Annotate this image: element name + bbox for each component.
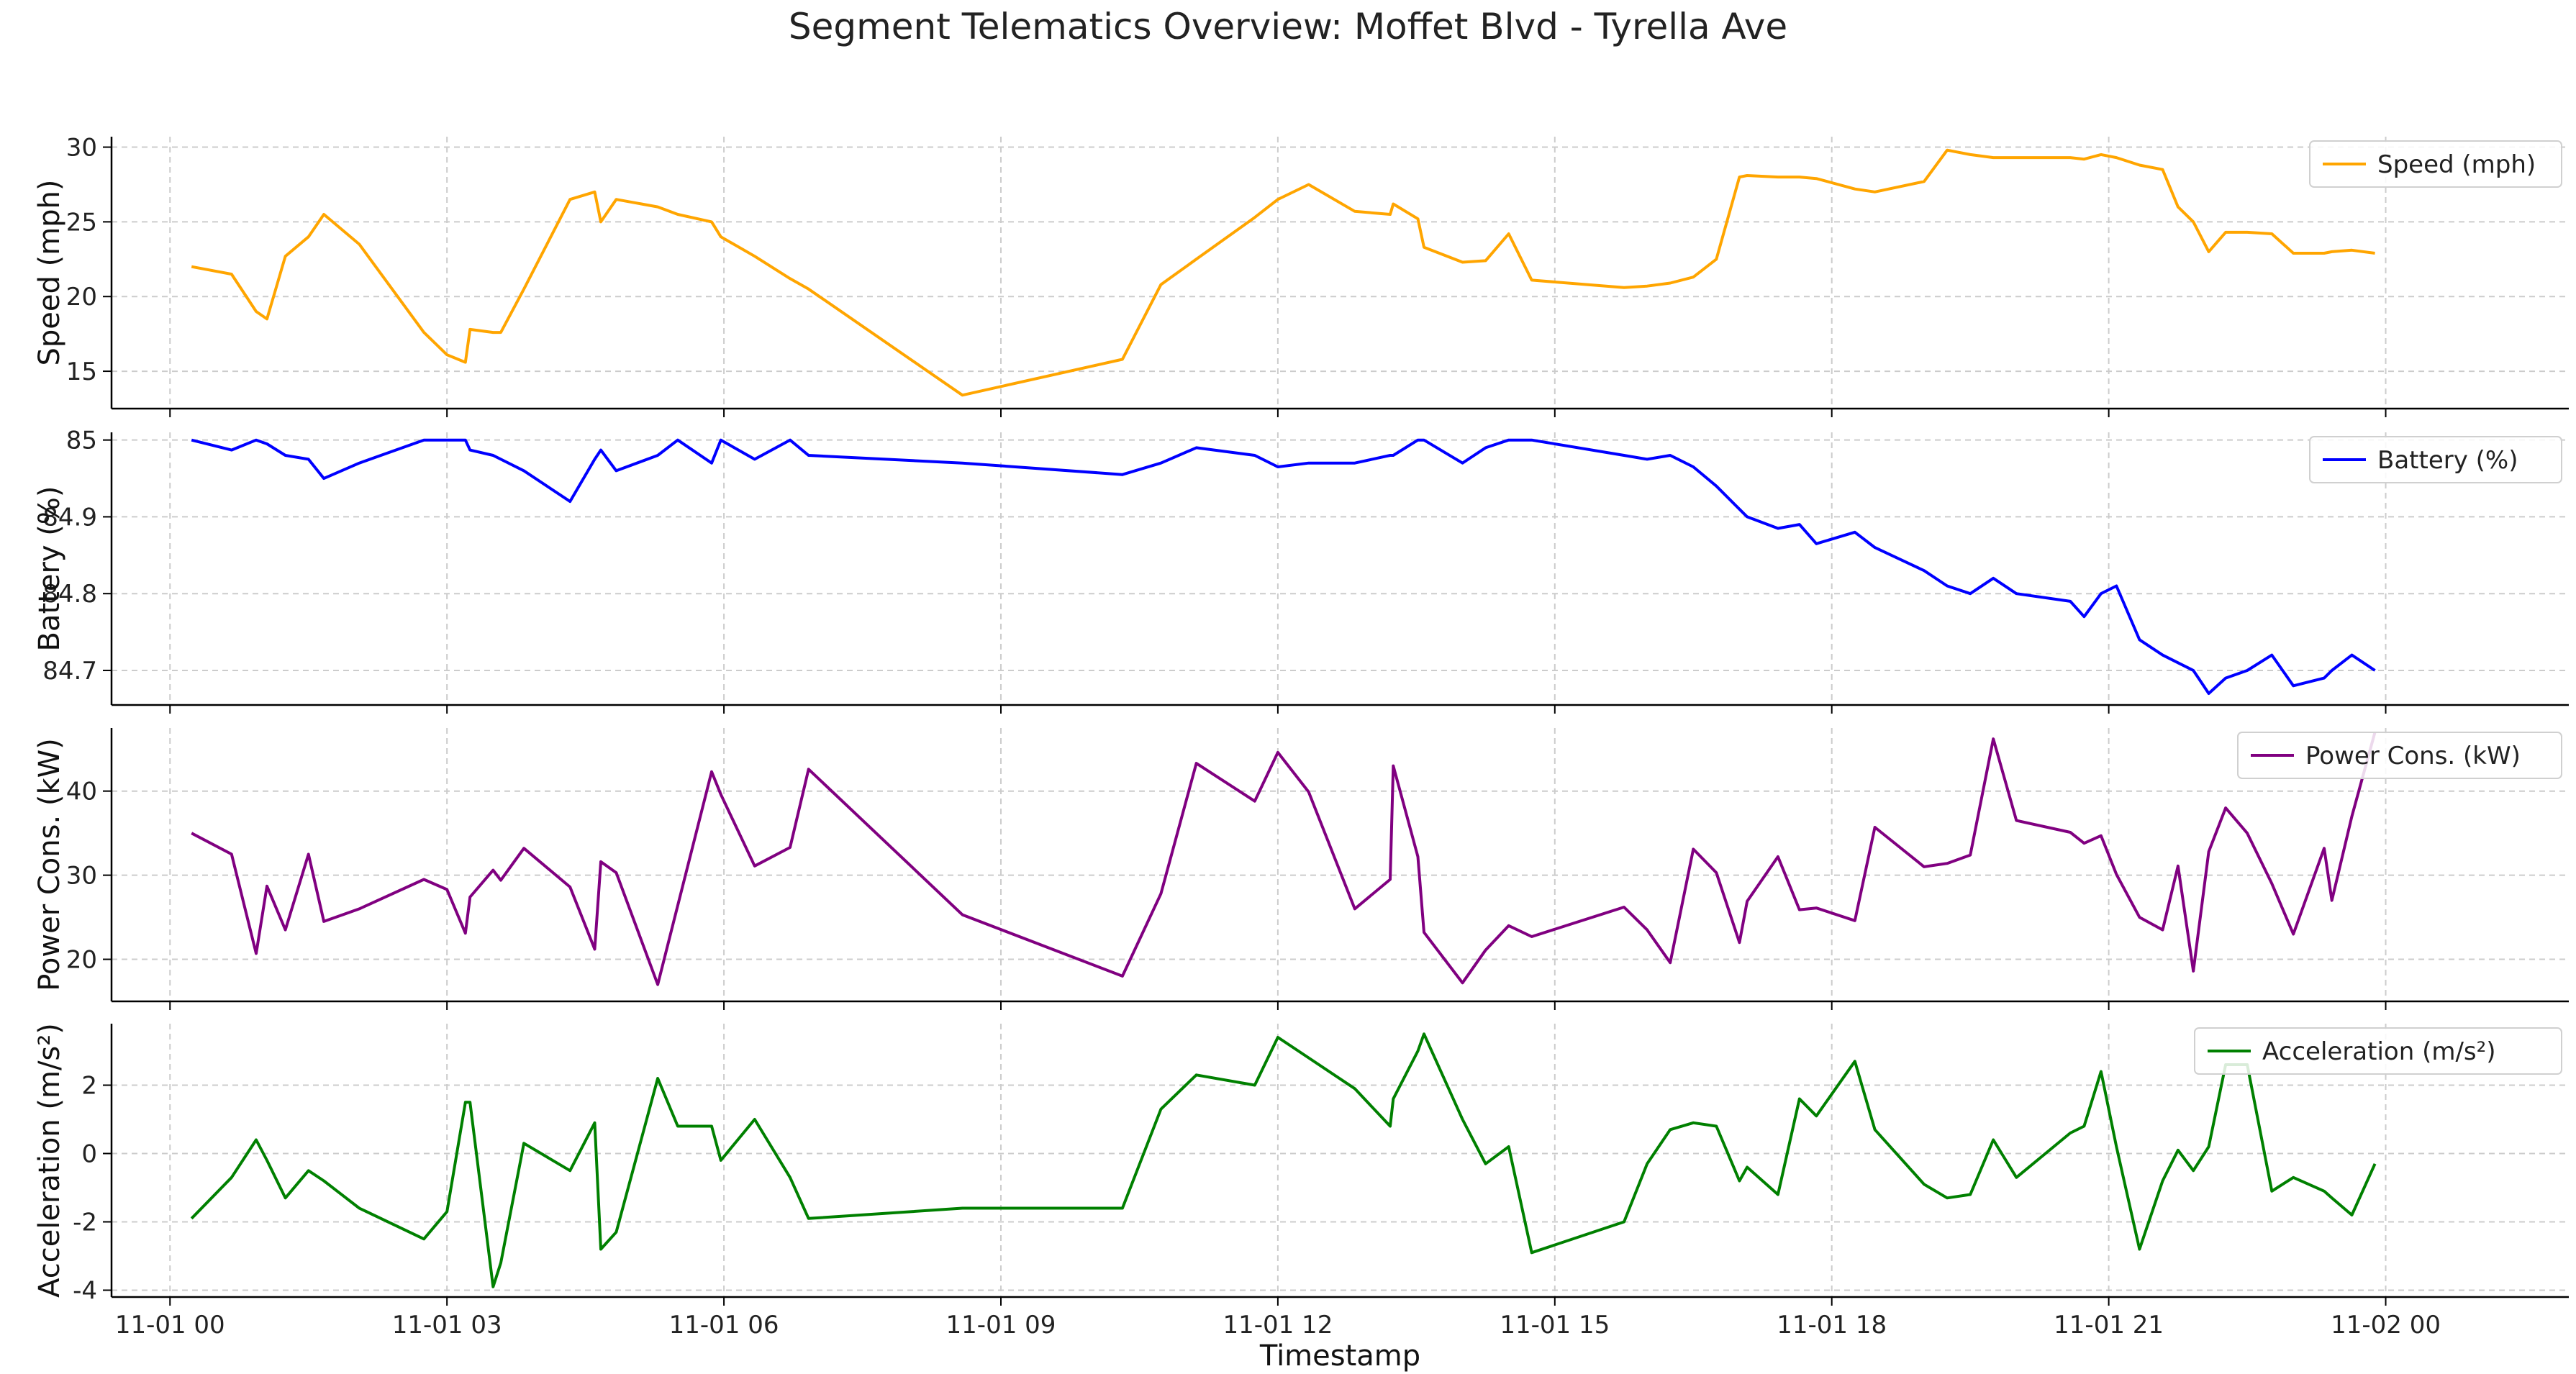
- y-tick-label: 0: [81, 1140, 97, 1169]
- y-axis-label: Battery (%): [33, 486, 66, 652]
- y-tick-label: 84.8: [42, 580, 97, 609]
- y-tick-label: 84.9: [42, 503, 97, 532]
- legend-label: Battery (%): [2377, 446, 2518, 475]
- x-tick-label: 11-01 00: [115, 1311, 225, 1339]
- y-tick-label: 30: [66, 862, 97, 891]
- y-tick-label: 40: [66, 778, 97, 806]
- y-tick-label: 20: [66, 283, 97, 311]
- y-axis-label: Acceleration (m/s²): [33, 1023, 66, 1298]
- series-line: [191, 732, 2377, 986]
- y-axis-label: Power Cons. (kW): [33, 738, 66, 991]
- y-tick-label: 85: [66, 427, 97, 455]
- legend: Speed (mph): [2309, 140, 2562, 188]
- subplot-2: 84.7 84.8 84.9 85 Battery (%) Battery (%): [33, 427, 2569, 714]
- y-tick-label: 2: [81, 1072, 97, 1101]
- x-tick-label: 11-01 21: [2054, 1311, 2164, 1339]
- chart-title: Segment Telematics Overview: Moffet Blvd…: [788, 6, 1788, 47]
- legend-box: [2237, 732, 2562, 779]
- y-axis-label: Speed (mph): [33, 179, 66, 365]
- x-tick-label: 11-01 09: [946, 1311, 1056, 1339]
- y-tick-label: 20: [66, 946, 97, 975]
- x-tick-label: 11-01 06: [669, 1311, 779, 1339]
- legend-box: [2194, 1027, 2562, 1075]
- y-tick-label: 25: [66, 208, 97, 237]
- x-tick-label: 11-01 18: [1777, 1311, 1887, 1339]
- x-tick-label: 11-02 00: [2331, 1311, 2441, 1339]
- legend-box: [2309, 436, 2562, 483]
- legend: Power Cons. (kW): [2237, 732, 2562, 779]
- legend-label: Power Cons. (kW): [2305, 742, 2521, 770]
- y-tick-label: 84.7: [42, 657, 97, 686]
- x-tick-label: 11-01 15: [1500, 1311, 1610, 1339]
- x-axis-label: Timestamp: [1259, 1339, 1420, 1373]
- series-line: [190, 1032, 2377, 1288]
- series-line: [191, 438, 2376, 695]
- legend-box: [2309, 140, 2562, 188]
- x-tick-label: 11-01 12: [1223, 1311, 1333, 1339]
- legend: Acceleration (m/s²): [2194, 1027, 2562, 1075]
- x-tick-label: 11-01 03: [392, 1311, 502, 1339]
- y-tick-label: -2: [73, 1209, 97, 1237]
- y-tick-label: 15: [66, 358, 97, 386]
- y-tick-label: -4: [73, 1277, 97, 1306]
- legend-label: Acceleration (m/s²): [2262, 1037, 2496, 1066]
- legend-label: Speed (mph): [2377, 150, 2536, 179]
- legend: Battery (%): [2309, 436, 2562, 483]
- series-line: [191, 148, 2375, 397]
- subplot-4: -4 -2 0 2 Acceleration (m/s²) Acceleration (m…: [33, 1023, 2569, 1306]
- y-tick-label: 30: [66, 134, 97, 163]
